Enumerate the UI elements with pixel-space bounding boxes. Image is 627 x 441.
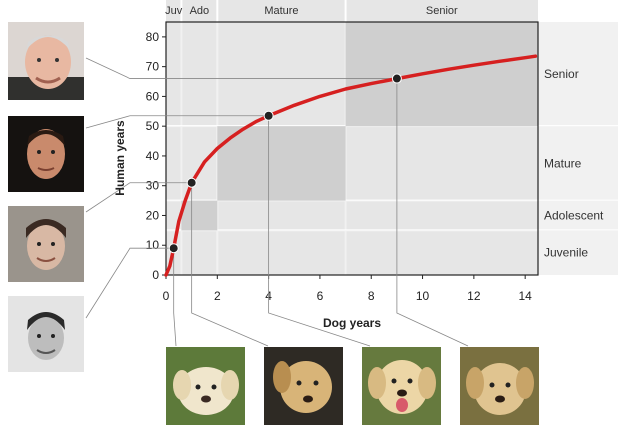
human-juvenile-photo (8, 296, 84, 372)
y-tick-label-4: 40 (146, 149, 160, 163)
dog-adolescent-image (264, 347, 343, 425)
dog-mature-image (362, 347, 441, 425)
right-band-label-2: Adolescent (544, 208, 604, 222)
data-point-0 (168, 243, 179, 254)
right-band-label-3: Juvenile (544, 246, 588, 260)
dog-connector-1 (191, 182, 269, 347)
human-juvenile-image (8, 296, 84, 372)
dog-mature-photo (362, 347, 441, 425)
human-mature-photo (8, 116, 84, 192)
shaded-region-0 (181, 200, 218, 231)
y-tick-label-8: 80 (146, 30, 160, 44)
data-point-3 (391, 73, 402, 84)
plot-frame (165, 21, 539, 276)
band-labels: Juv Ado Mature Senior Senior Mature Adolescent… (165, 5, 604, 260)
y-tick-label-5: 50 (146, 119, 160, 133)
dog-connector-3 (396, 78, 469, 347)
dog-connector-0 (173, 248, 177, 347)
x-tick-label-6: 12 (467, 289, 481, 303)
y-tick-label-7: 70 (146, 60, 160, 74)
data-point-1 (186, 177, 197, 188)
y-tick-label-6: 60 (146, 89, 160, 103)
human-connector-3 (85, 247, 174, 319)
y-tick-label-3: 30 (146, 179, 160, 193)
data-points (168, 73, 402, 254)
human-adolescent-image (8, 206, 84, 282)
data-point-2 (263, 110, 274, 121)
human-connector-0 (85, 57, 397, 79)
x-axis-label: Dog years (323, 316, 381, 330)
dog-juvenile-photo (166, 347, 245, 425)
human-connector-1 (85, 115, 269, 129)
right-band-3 (166, 230, 618, 275)
top-band-label-1: Ado (190, 5, 210, 17)
y-tick-label-0: 0 (152, 268, 159, 282)
dog-senior-image (460, 347, 539, 425)
human-adolescent-photo (8, 206, 84, 282)
shaded-regions (181, 22, 538, 231)
y-axis-label: Human years (113, 120, 127, 196)
dog-senior-photo (460, 347, 539, 425)
x-tick-label-0: 0 (163, 289, 170, 303)
dog-adolescent-photo (264, 347, 343, 425)
x-tick-label-5: 10 (416, 289, 430, 303)
human-senior-photo (8, 22, 84, 100)
band-backgrounds (166, 0, 618, 275)
x-tick-label-7: 14 (518, 289, 532, 303)
right-band-label-0: Senior (544, 67, 579, 81)
human-connector-2 (85, 182, 192, 213)
human-senior-image (8, 22, 84, 100)
shaded-region-2 (345, 22, 538, 127)
right-band-2 (166, 200, 618, 231)
top-band-label-0: Juv (165, 5, 183, 17)
y-tick-label-2: 20 (146, 208, 160, 222)
top-band-label-3: Senior (426, 5, 458, 17)
x-tick-label-1: 2 (214, 289, 221, 303)
plot-border (165, 21, 539, 276)
x-tick-label-4: 8 (368, 289, 375, 303)
y-tick-label-1: 10 (146, 238, 160, 252)
right-band-label-1: Mature (544, 156, 582, 170)
connector-lines (85, 57, 469, 347)
x-tick-label-3: 6 (317, 289, 324, 303)
dog-juvenile-image (166, 347, 245, 425)
dog-connector-2 (268, 115, 371, 347)
top-band-label-2: Mature (264, 5, 298, 17)
human-mature-image (8, 116, 84, 192)
shaded-region-1 (217, 126, 346, 201)
